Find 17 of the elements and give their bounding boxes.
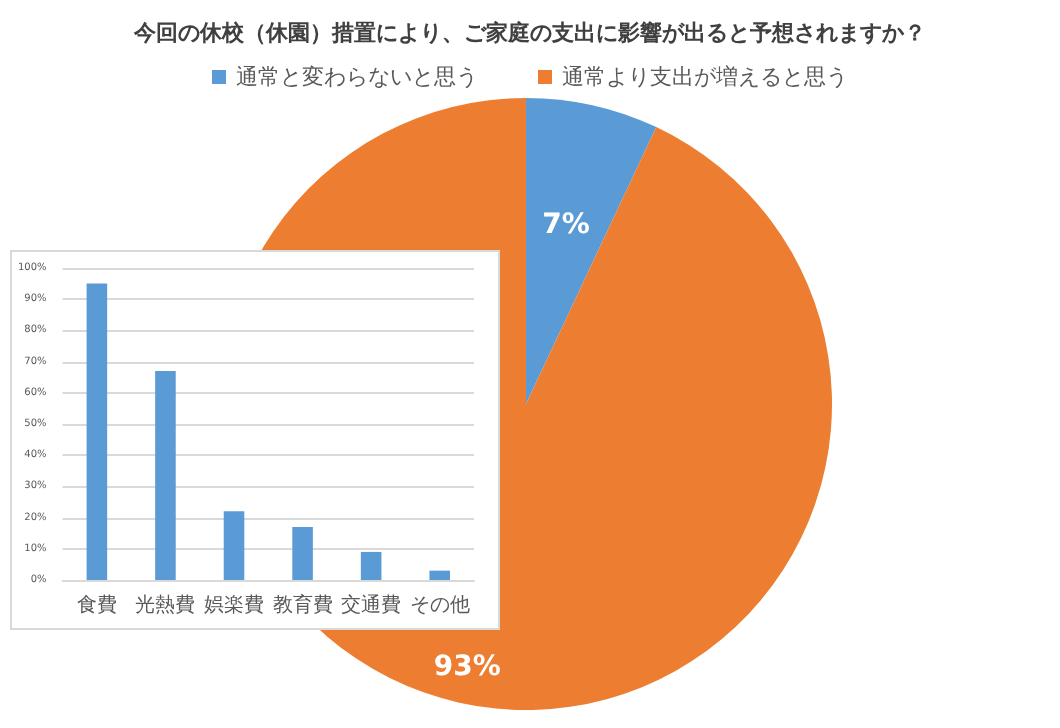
data-label: 93% bbox=[433, 650, 501, 683]
x-tick-label: その他 bbox=[409, 593, 470, 617]
x-tick-label: 娯楽費 bbox=[204, 593, 265, 617]
x-tick-label: 食費 bbox=[76, 593, 117, 617]
x-tick-label: 教育費 bbox=[272, 593, 333, 617]
bar bbox=[360, 551, 382, 580]
bar bbox=[155, 370, 176, 580]
bar bbox=[429, 570, 450, 580]
bar bbox=[86, 283, 108, 580]
bar bbox=[292, 526, 313, 580]
legend-label: 通常と変わらないと思う bbox=[236, 64, 478, 90]
x-tick-label: 光熱費 bbox=[135, 593, 196, 617]
bar bbox=[223, 511, 245, 580]
data-label: 7% bbox=[542, 208, 590, 241]
legend-label: 通常より支出が増えると思う bbox=[562, 64, 848, 90]
x-tick-label: 交通費 bbox=[341, 593, 402, 617]
chart-title: 今回の休校（休園）措置により、ご家庭の支出に影響が出ると予想されますか？ bbox=[132, 20, 926, 46]
